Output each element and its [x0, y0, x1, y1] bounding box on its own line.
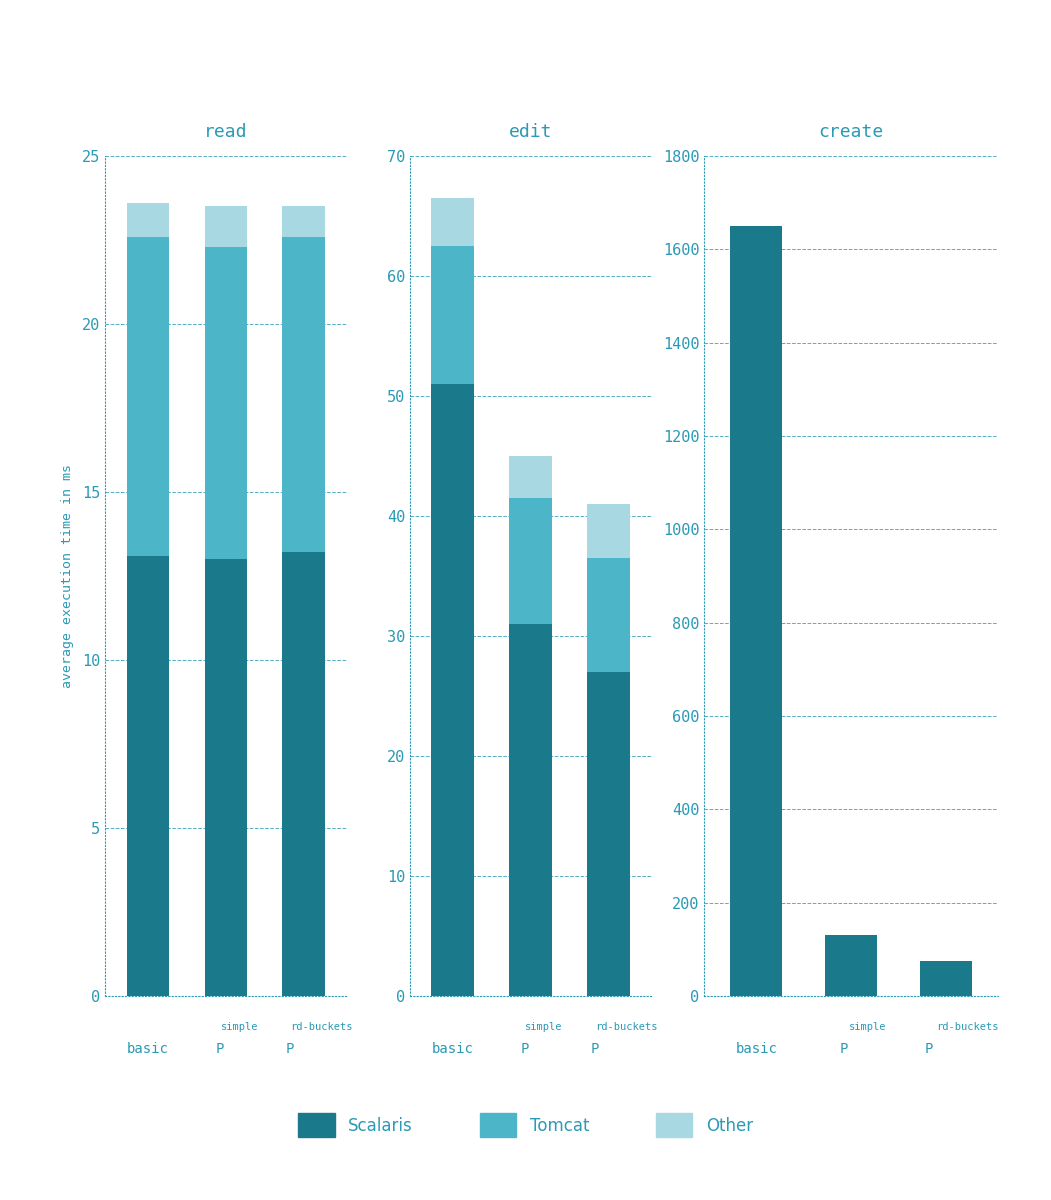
Text: P: P — [520, 1042, 529, 1056]
Text: basic: basic — [432, 1042, 474, 1056]
Text: simple: simple — [221, 1022, 257, 1032]
Bar — [126, 556, 169, 996]
Bar — [920, 961, 972, 996]
Text: rd-buckets: rd-buckets — [290, 1022, 352, 1032]
Title: create: create — [819, 122, 884, 140]
Text: P: P — [286, 1042, 294, 1056]
Title: edit: edit — [509, 122, 553, 140]
Title: read: read — [204, 122, 248, 140]
Legend: Scalaris, Tomcat, Other: Scalaris, Tomcat, Other — [291, 1106, 760, 1144]
Text: P: P — [215, 1042, 224, 1056]
Bar — [431, 246, 474, 384]
Bar — [283, 236, 326, 552]
Bar — [431, 384, 474, 996]
Bar — [510, 498, 552, 624]
Y-axis label: average execution time in ms: average execution time in ms — [61, 464, 74, 688]
Bar — [588, 672, 631, 996]
Text: basic: basic — [736, 1042, 778, 1056]
Bar — [205, 206, 247, 247]
Bar — [283, 206, 326, 236]
Text: basic: basic — [127, 1042, 169, 1056]
Text: simple: simple — [849, 1022, 886, 1032]
Bar — [510, 624, 552, 996]
Bar — [126, 203, 169, 236]
Bar — [283, 552, 326, 996]
Bar — [825, 935, 878, 996]
Bar — [510, 456, 552, 498]
Text: rd-buckets: rd-buckets — [935, 1022, 998, 1032]
Text: simple: simple — [526, 1022, 562, 1032]
Bar — [588, 504, 631, 558]
Text: P: P — [591, 1042, 599, 1056]
Text: rd-buckets: rd-buckets — [595, 1022, 657, 1032]
Bar — [205, 247, 247, 559]
Text: P: P — [840, 1042, 848, 1056]
Bar — [431, 198, 474, 246]
Bar — [588, 558, 631, 672]
Text: P: P — [925, 1042, 933, 1056]
Bar — [730, 226, 783, 996]
Bar — [126, 236, 169, 556]
Bar — [205, 559, 247, 996]
